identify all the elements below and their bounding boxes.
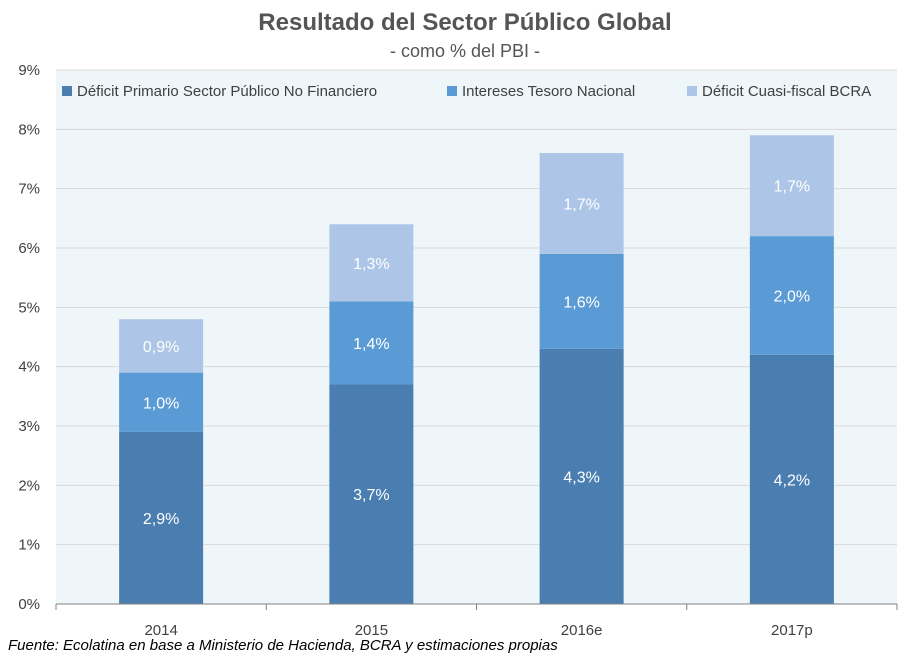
data-label: 1,7% [563, 197, 599, 214]
y-tick-label: 4% [18, 359, 40, 376]
bar-segment [539, 153, 624, 254]
legend-swatch [447, 86, 457, 96]
data-label: 4,2% [774, 472, 810, 489]
x-tick-label: 2014 [144, 622, 177, 639]
bars: 2,9% 1,0% 0,9% 3,7% 1,4% 1,3% 4,3% 1,6% 1,7% 4,2%… [119, 135, 834, 604]
x-tick-label: 2017p [771, 622, 813, 639]
data-label: 2,9% [143, 511, 179, 528]
chart-title: Resultado del Sector Público Global [258, 9, 671, 36]
legend-swatch [687, 86, 697, 96]
bar-segment [329, 384, 414, 604]
legend-swatch [62, 86, 72, 96]
bar-segment [749, 236, 834, 355]
bar-segment [119, 431, 204, 604]
y-tick-label: 1% [18, 537, 40, 554]
legend-label: Déficit Primario Sector Público No Finan… [77, 83, 377, 100]
legend: Déficit Primario Sector Público No Finan… [62, 83, 871, 100]
y-tick-label: 0% [18, 596, 40, 613]
legend-label: Déficit Cuasi-fiscal BCRA [702, 83, 871, 100]
y-tick-label: 2% [18, 477, 40, 494]
bar-segment [749, 354, 834, 604]
y-axis: 0% 1% 2% 3% 4% 5% 6% 7% 8% 9% [18, 62, 40, 613]
data-label: 3,7% [353, 487, 389, 504]
chart-subtitle: - como % del PBI - [390, 41, 540, 61]
source-note: Fuente: Ecolatina en base a Ministerio d… [8, 637, 558, 654]
data-label: 1,6% [563, 294, 599, 311]
y-tick-label: 7% [18, 181, 40, 198]
x-tick-label: 2015 [355, 622, 388, 639]
data-label: 0,9% [143, 339, 179, 356]
data-label: 2,0% [774, 288, 810, 305]
data-label: 1,7% [774, 179, 810, 196]
y-tick-label: 8% [18, 121, 40, 138]
y-tick-label: 6% [18, 240, 40, 257]
bar-segment [539, 348, 624, 604]
bar-segment [329, 224, 414, 302]
legend-label: Intereses Tesoro Nacional [462, 83, 635, 100]
bar-segment [119, 319, 204, 373]
bar-segment [539, 253, 624, 349]
data-label: 1,0% [143, 395, 179, 412]
data-label: 1,4% [353, 336, 389, 353]
data-label: 1,3% [353, 256, 389, 273]
data-label: 4,3% [563, 469, 599, 486]
bar-segment [329, 301, 414, 385]
x-axis: 2014 2015 2016e 2017p [55, 603, 898, 639]
bar-segment [119, 372, 204, 432]
y-tick-label: 5% [18, 299, 40, 316]
x-tick-label: 2016e [561, 622, 603, 639]
y-tick-label: 3% [18, 418, 40, 435]
bar-segment [749, 135, 834, 237]
y-tick-label: 9% [18, 62, 40, 79]
